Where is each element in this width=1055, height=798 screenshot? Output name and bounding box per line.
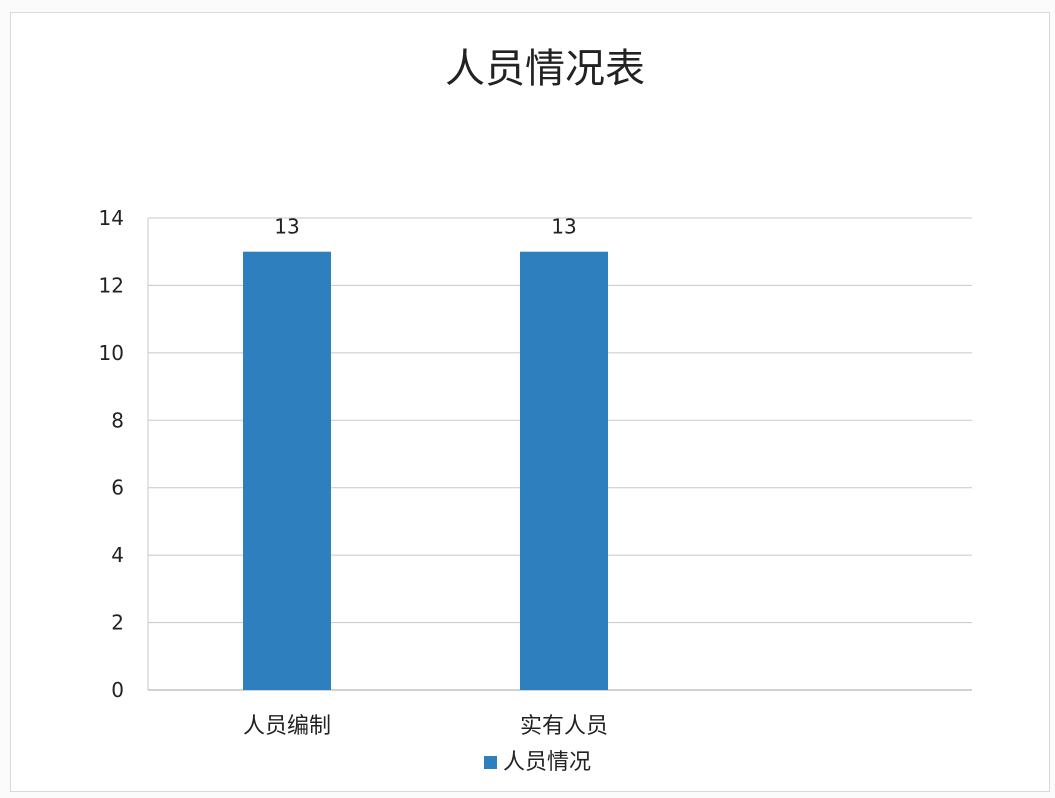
y-tick-label: 6 xyxy=(111,476,124,500)
y-axis-ticks: 0 2 4 6 8 10 12 14 xyxy=(99,206,124,702)
legend-swatch xyxy=(484,756,497,769)
y-tick-label: 4 xyxy=(111,543,124,567)
y-tick-label: 12 xyxy=(99,273,124,297)
x-category-label: 实有人员 xyxy=(520,714,608,739)
legend: 人员情况 xyxy=(484,750,591,775)
y-tick-label: 14 xyxy=(99,206,124,230)
x-category-label: 人员编制 xyxy=(243,714,331,739)
data-label: 13 xyxy=(274,215,299,239)
data-label: 13 xyxy=(551,215,576,239)
legend-label: 人员情况 xyxy=(503,750,591,775)
bars xyxy=(243,251,608,690)
y-tick-label: 10 xyxy=(99,341,124,365)
x-axis-categories: 人员编制 实有人员 xyxy=(243,714,608,739)
y-tick-label: 2 xyxy=(111,611,124,635)
bar xyxy=(520,251,608,690)
data-labels: 13 13 xyxy=(274,215,576,239)
chart-title: 人员情况表 xyxy=(445,46,645,92)
y-tick-label: 8 xyxy=(111,408,124,432)
y-tick-label: 0 xyxy=(111,678,124,702)
bar xyxy=(243,251,331,690)
